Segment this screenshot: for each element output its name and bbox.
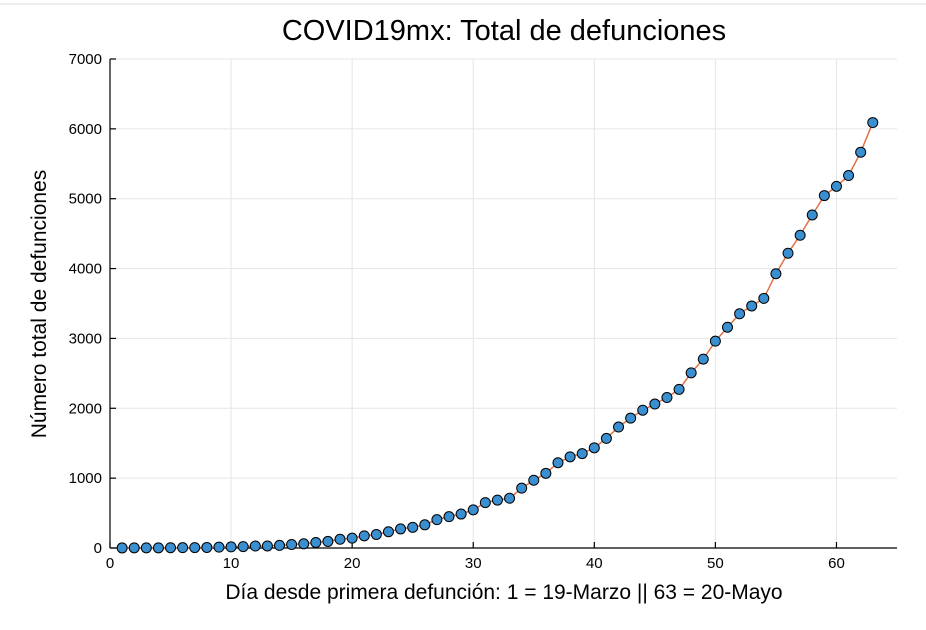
data-point xyxy=(419,519,431,531)
data-point xyxy=(334,533,346,545)
data-point xyxy=(189,542,201,554)
x-tick-label: 60 xyxy=(828,555,845,572)
data-point xyxy=(734,308,746,320)
series-layer xyxy=(116,117,879,554)
y-tick-label: 7000 xyxy=(69,51,102,68)
data-point xyxy=(140,542,152,554)
x-tick-label: 40 xyxy=(586,555,603,572)
data-point xyxy=(685,367,697,379)
data-point xyxy=(225,541,237,553)
data-point xyxy=(274,539,286,551)
data-point xyxy=(201,541,213,553)
data-point xyxy=(516,482,528,494)
data-point xyxy=(588,442,600,454)
data-point xyxy=(177,542,189,554)
x-tick-label: 10 xyxy=(223,555,240,572)
data-point xyxy=(443,511,455,523)
data-point xyxy=(249,540,261,552)
data-point xyxy=(855,146,867,158)
data-point xyxy=(467,504,479,516)
data-point xyxy=(782,247,794,259)
data-point xyxy=(770,268,782,280)
data-point xyxy=(346,532,358,544)
data-point xyxy=(697,353,709,365)
y-tick-label: 3000 xyxy=(69,330,102,347)
data-point xyxy=(552,457,564,469)
data-point xyxy=(564,451,576,463)
data-point xyxy=(358,530,370,542)
data-point xyxy=(794,229,806,241)
data-point xyxy=(746,300,758,312)
data-point xyxy=(649,398,661,410)
y-tick-label: 5000 xyxy=(69,191,102,208)
data-point xyxy=(455,508,467,520)
y-tick-label: 1000 xyxy=(69,470,102,487)
data-point xyxy=(322,535,334,547)
y-tick-label: 2000 xyxy=(69,400,102,417)
x-tick-label: 50 xyxy=(707,555,724,572)
data-point xyxy=(407,521,419,533)
data-point xyxy=(491,494,503,506)
data-point xyxy=(116,542,128,554)
x-axis-label: Día desde primera defunción: 1 = 19-Marz… xyxy=(225,581,782,604)
data-point xyxy=(673,383,685,395)
data-point xyxy=(867,117,879,129)
y-tick-label: 0 xyxy=(94,540,102,557)
y-tick-label: 4000 xyxy=(69,261,102,278)
data-point xyxy=(382,526,394,538)
grid-layer xyxy=(109,58,897,549)
data-point xyxy=(576,448,588,460)
data-point xyxy=(600,432,612,444)
data-point xyxy=(431,514,443,526)
data-point xyxy=(370,528,382,540)
x-tick-label: 0 xyxy=(106,555,114,572)
data-point xyxy=(721,321,733,333)
data-point xyxy=(395,523,407,535)
data-point xyxy=(818,190,830,202)
data-point xyxy=(528,474,540,486)
data-point xyxy=(540,467,552,479)
data-point xyxy=(806,209,818,221)
data-point xyxy=(625,412,637,424)
chart-title: COVID19mx: Total de defunciones xyxy=(282,15,726,47)
data-point xyxy=(830,180,842,192)
x-tick-label: 30 xyxy=(465,555,482,572)
data-point xyxy=(261,540,273,552)
data-point xyxy=(165,542,177,554)
y-tick-label: 6000 xyxy=(69,121,102,138)
data-point xyxy=(637,404,649,416)
data-point xyxy=(843,170,855,182)
data-point xyxy=(613,421,625,433)
data-point xyxy=(310,536,322,548)
data-point xyxy=(152,542,164,554)
data-point xyxy=(661,392,673,404)
data-point xyxy=(709,335,721,347)
data-point xyxy=(758,292,770,304)
x-tick-label: 20 xyxy=(344,555,361,572)
data-point xyxy=(213,541,225,553)
data-point xyxy=(286,539,298,551)
data-point xyxy=(479,497,491,509)
data-point xyxy=(237,541,249,553)
data-point xyxy=(504,492,516,504)
y-axis-label: Número total de defunciones xyxy=(28,170,51,439)
data-point xyxy=(298,538,310,550)
data-point xyxy=(128,542,140,554)
